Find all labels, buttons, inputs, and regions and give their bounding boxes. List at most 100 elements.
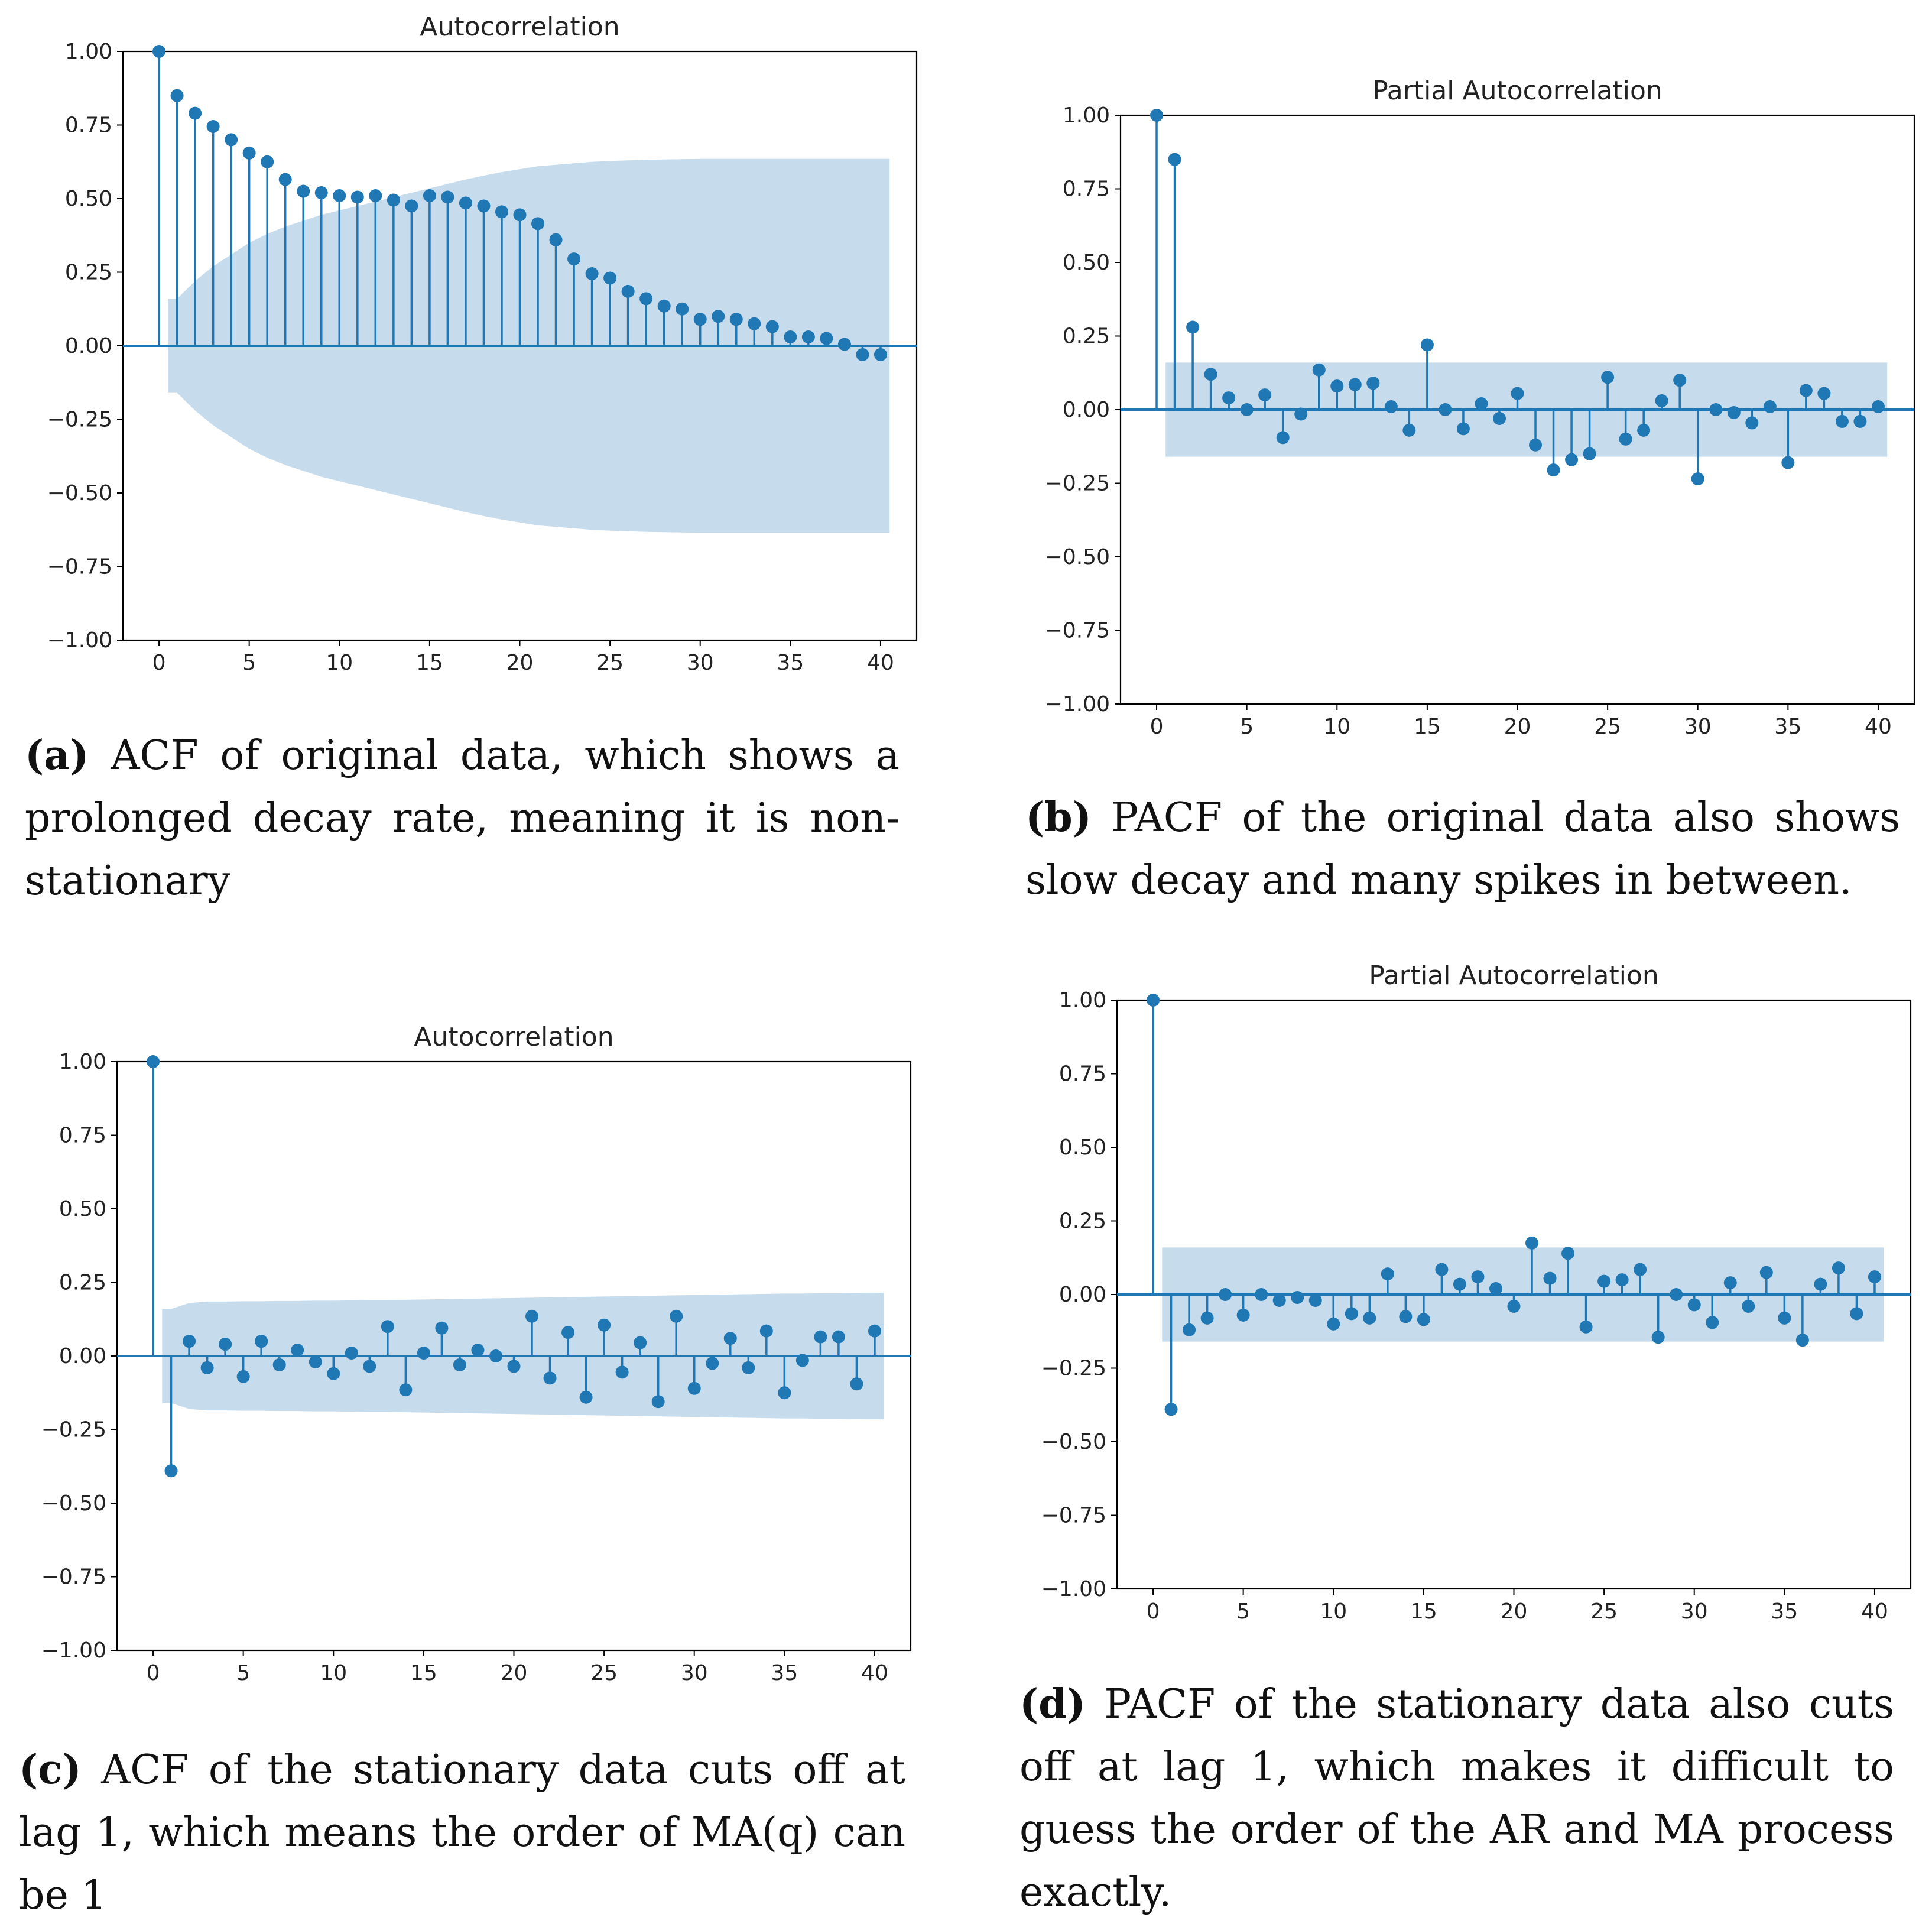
stem-marker — [687, 1381, 701, 1395]
stem-marker — [1384, 400, 1398, 414]
x-tick-label: 35 — [1774, 715, 1801, 739]
stem-marker — [1417, 1313, 1430, 1326]
x-tick-label: 0 — [1147, 1600, 1160, 1624]
stem-marker — [549, 233, 563, 246]
stem-marker — [634, 1336, 647, 1349]
stem-marker — [1475, 397, 1488, 411]
stem-marker — [507, 1360, 521, 1373]
y-tick-label: −0.50 — [41, 1491, 106, 1516]
stem-marker — [1363, 1311, 1376, 1325]
y-tick-label: 0.00 — [65, 334, 112, 358]
stem-marker — [795, 1354, 809, 1367]
stem-marker — [291, 1344, 304, 1357]
y-tick-label: −1.00 — [41, 1639, 106, 1663]
caption-a: (a) ACF of original data, which shows a … — [25, 724, 900, 913]
stem-marker — [1200, 1311, 1214, 1325]
stem-marker — [1312, 363, 1326, 377]
stem-marker — [801, 330, 815, 344]
y-tick-label: 0.25 — [65, 261, 112, 285]
stem-marker — [164, 1464, 178, 1478]
stem-marker — [868, 1324, 881, 1338]
stem-marker — [272, 1358, 286, 1371]
stem-marker — [1276, 431, 1290, 445]
chart-a: −1.00 −0.75 −0.50 −0.25 0.00 0.25 0.50 0.75 1.00… — [47, 12, 918, 675]
stem-marker — [363, 1360, 376, 1373]
stem-marker — [748, 317, 761, 330]
x-tick-label: 30 — [687, 651, 714, 675]
stem-marker — [657, 299, 671, 313]
stem-marker — [670, 1309, 683, 1323]
x-tick-label: 10 — [1323, 715, 1350, 739]
x-tick-label: 5 — [242, 651, 256, 675]
stem-marker — [471, 1344, 485, 1357]
stem-marker — [1399, 1310, 1413, 1323]
stem-marker — [1453, 1277, 1466, 1291]
x-tick-label: 20 — [506, 651, 534, 675]
caption-b: (b) PACF of the original data also shows… — [1025, 786, 1900, 912]
stem-marker — [1327, 1317, 1340, 1331]
y-tick-label: 0.00 — [59, 1344, 106, 1368]
stem-marker — [1670, 1288, 1683, 1301]
x-tick-label: 15 — [1414, 715, 1441, 739]
stem-marker — [693, 313, 707, 326]
stem-marker — [1456, 422, 1470, 436]
x-tick-label: 35 — [1771, 1600, 1798, 1624]
y-tick-label: −0.25 — [1045, 472, 1110, 496]
y-tick-label: −0.25 — [47, 408, 112, 432]
stem-marker — [1853, 414, 1867, 428]
stem-marker — [219, 1338, 232, 1351]
stem-marker — [1255, 1288, 1268, 1301]
chart-title: Autocorrelation — [414, 1022, 613, 1052]
stem-marker — [1489, 1282, 1502, 1296]
stem-marker — [314, 186, 328, 200]
stem-marker — [1183, 1323, 1196, 1336]
y-tick-label: 1.00 — [1059, 988, 1106, 1013]
stem-marker — [639, 292, 653, 306]
stem-marker — [236, 1370, 250, 1383]
stem-marker — [567, 252, 581, 266]
y-tick-label: 0.75 — [59, 1124, 106, 1148]
stem-marker — [1291, 1290, 1304, 1304]
x-tick-label: 30 — [1684, 715, 1712, 739]
stem-marker — [489, 1349, 502, 1362]
y-tick-label: 0.75 — [1063, 177, 1110, 202]
stem-marker — [651, 1395, 665, 1409]
stem-marker — [1814, 1277, 1827, 1291]
stem-marker — [1579, 1320, 1593, 1334]
stem-marker — [1850, 1307, 1863, 1321]
stem-marker — [603, 271, 617, 285]
stem-marker — [1186, 320, 1200, 334]
stem-marker — [1601, 371, 1615, 384]
stem-marker — [1655, 394, 1668, 408]
caption-d-label: (d) — [1019, 1681, 1086, 1728]
stem-marker — [1687, 1298, 1701, 1312]
stem-marker — [350, 190, 364, 204]
stem-marker — [1727, 405, 1741, 419]
stem-marker — [1817, 387, 1831, 400]
x-tick-label: 10 — [326, 651, 353, 675]
y-tick-label: 0.50 — [59, 1197, 106, 1221]
stem-marker — [1634, 1263, 1647, 1276]
stem-marker — [495, 205, 508, 219]
stem-marker — [1763, 400, 1777, 414]
stem-marker — [837, 338, 851, 351]
chart-title: Partial Autocorrelation — [1372, 76, 1663, 106]
x-tick-label: 15 — [1410, 1600, 1437, 1624]
stem-marker — [1222, 391, 1236, 405]
stem-marker — [1471, 1270, 1485, 1284]
stem-marker — [399, 1383, 413, 1397]
y-tick-label: 1.00 — [65, 40, 112, 64]
stem-marker — [1691, 472, 1704, 486]
stem-marker — [1330, 379, 1344, 393]
stem-marker — [381, 1320, 394, 1334]
stem-marker — [585, 267, 599, 280]
stem-marker — [459, 196, 472, 210]
x-tick-label: 5 — [1240, 715, 1254, 739]
y-tick-label: −0.75 — [1041, 1504, 1106, 1528]
stem-marker — [1147, 994, 1160, 1007]
stem-marker — [1637, 423, 1651, 437]
stem-marker — [1583, 447, 1596, 460]
y-tick-label: −1.00 — [1041, 1577, 1106, 1601]
stem-marker — [832, 1330, 845, 1344]
stem-marker — [1529, 438, 1543, 452]
